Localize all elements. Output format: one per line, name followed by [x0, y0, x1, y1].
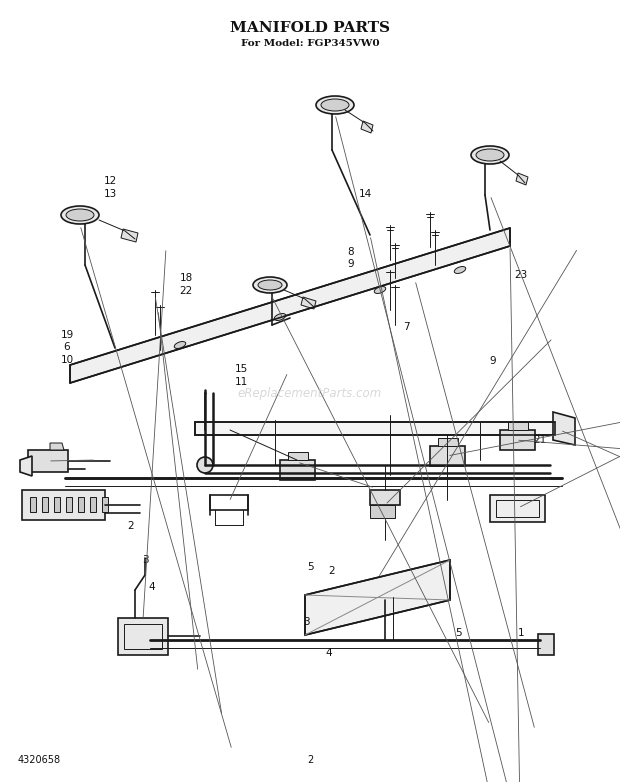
Polygon shape	[301, 297, 316, 309]
Text: 22: 22	[179, 286, 193, 296]
Text: 1: 1	[518, 629, 524, 638]
Polygon shape	[370, 505, 395, 518]
Bar	[30, 497, 36, 512]
Text: 11: 11	[235, 377, 249, 386]
Text: 7: 7	[403, 322, 409, 332]
Text: 5: 5	[456, 629, 462, 638]
Polygon shape	[538, 634, 554, 655]
Polygon shape	[22, 490, 105, 520]
Ellipse shape	[321, 99, 349, 111]
Text: 3: 3	[304, 617, 310, 626]
Text: 18: 18	[179, 274, 193, 283]
Polygon shape	[50, 443, 64, 450]
Text: 4320658: 4320658	[18, 755, 61, 765]
Polygon shape	[70, 228, 510, 383]
Bar	[90, 497, 96, 512]
Polygon shape	[508, 422, 528, 430]
Polygon shape	[516, 173, 528, 185]
Polygon shape	[438, 438, 458, 446]
Polygon shape	[553, 412, 575, 445]
Text: 15: 15	[235, 364, 249, 374]
Polygon shape	[195, 422, 555, 435]
Polygon shape	[500, 430, 535, 450]
Text: 12: 12	[104, 177, 117, 186]
Bar	[102, 497, 108, 512]
Ellipse shape	[374, 286, 386, 293]
Text: MANIFOLD PARTS: MANIFOLD PARTS	[230, 21, 390, 35]
Text: 13: 13	[104, 189, 117, 199]
Polygon shape	[121, 229, 138, 242]
Text: 10: 10	[60, 355, 74, 364]
Text: eReplacementParts.com: eReplacementParts.com	[238, 386, 382, 400]
Bar	[54, 497, 60, 512]
Text: 6: 6	[64, 343, 70, 352]
Text: 21: 21	[533, 436, 546, 445]
Ellipse shape	[454, 267, 466, 274]
Ellipse shape	[66, 209, 94, 221]
Text: 9: 9	[347, 260, 353, 269]
Polygon shape	[20, 456, 32, 476]
Polygon shape	[361, 121, 373, 133]
Text: 8: 8	[347, 247, 353, 256]
Text: 2: 2	[307, 755, 313, 765]
Bar	[66, 497, 72, 512]
Ellipse shape	[471, 146, 509, 164]
Text: 5: 5	[307, 562, 313, 572]
Bar	[78, 497, 84, 512]
Ellipse shape	[476, 149, 504, 161]
Circle shape	[197, 457, 213, 473]
Text: 2: 2	[329, 566, 335, 576]
Bar	[42, 497, 48, 512]
Text: 19: 19	[60, 330, 74, 339]
Text: 4: 4	[326, 648, 332, 658]
Polygon shape	[28, 450, 68, 472]
Polygon shape	[430, 446, 465, 466]
Polygon shape	[118, 618, 168, 655]
Polygon shape	[370, 490, 400, 505]
Polygon shape	[490, 495, 545, 522]
Ellipse shape	[274, 314, 286, 321]
Polygon shape	[305, 560, 450, 635]
Text: 4: 4	[149, 582, 155, 591]
Text: 14: 14	[359, 189, 373, 199]
Ellipse shape	[253, 277, 287, 293]
Text: 23: 23	[514, 271, 528, 280]
Text: 9: 9	[490, 357, 496, 366]
Ellipse shape	[258, 280, 282, 290]
Polygon shape	[288, 452, 308, 460]
Ellipse shape	[174, 342, 186, 349]
Ellipse shape	[316, 96, 354, 114]
Ellipse shape	[61, 206, 99, 224]
Polygon shape	[280, 460, 315, 480]
Text: 2: 2	[127, 521, 133, 530]
Text: For Model: FGP345VW0: For Model: FGP345VW0	[241, 40, 379, 48]
Text: 3: 3	[143, 555, 149, 565]
